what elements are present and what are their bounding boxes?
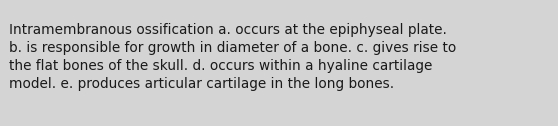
Text: Intramembranous ossification a. occurs at the epiphyseal plate.
b. is responsibl: Intramembranous ossification a. occurs a…	[9, 23, 456, 91]
